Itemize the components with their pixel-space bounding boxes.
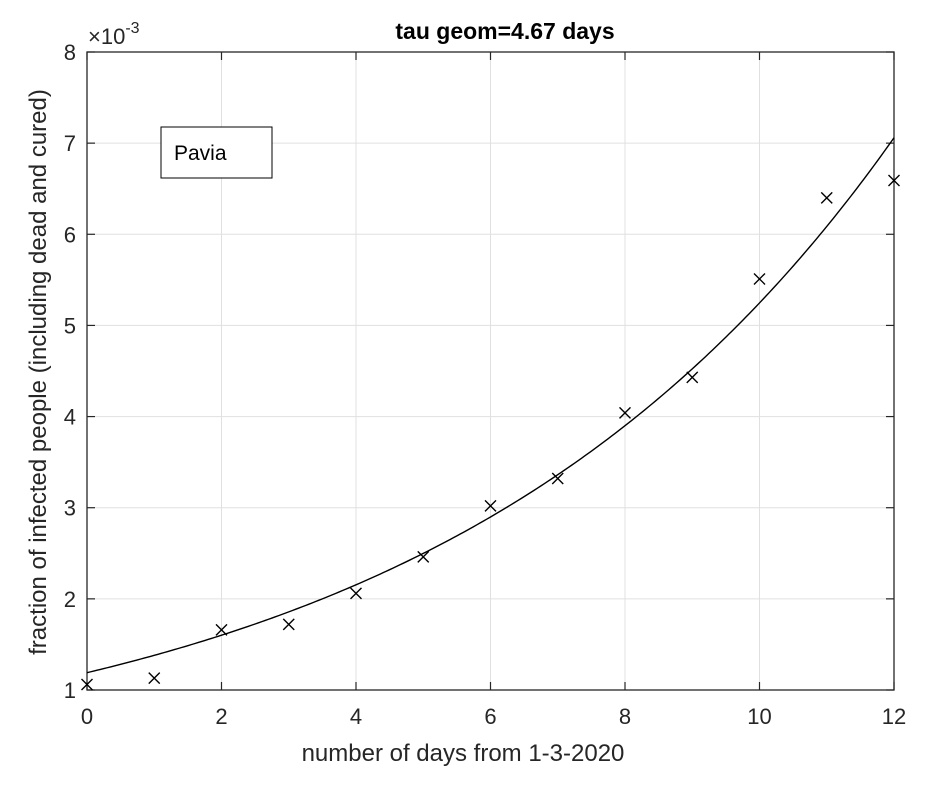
x-tick-label: 10 (747, 704, 771, 729)
y-axis-label: fraction of infected people (including d… (25, 89, 52, 655)
x-axis-label: number of days from 1-3-2020 (302, 740, 625, 767)
y-tick-label: 2 (64, 587, 76, 612)
data-point-marker (484, 499, 497, 512)
data-point-marker (753, 272, 766, 285)
x-tick-label: 4 (350, 704, 362, 729)
y-tick-label: 3 (64, 496, 76, 521)
legend-box (160, 126, 273, 179)
x-tick-label: 8 (619, 704, 631, 729)
data-point-marker (551, 472, 564, 485)
x-tick-label: 12 (882, 704, 906, 729)
data-point-marker (619, 406, 631, 419)
data-point-marker (148, 672, 161, 685)
data-point-marker (820, 191, 833, 204)
x-tick-label: 0 (81, 704, 93, 729)
y-axis-exponent-power: -3 (125, 20, 139, 37)
fit-curve-group (86, 137, 895, 674)
data-point-marker (686, 371, 699, 384)
data-point-marker (417, 550, 430, 563)
y-tick-label: 1 (64, 678, 76, 703)
x-tick-label: 2 (215, 704, 227, 729)
legend-entry-pavia: Pavia (174, 142, 227, 165)
data-point-marker (81, 678, 93, 691)
chart-title: tau geom=4.67 days (395, 18, 614, 44)
data-markers-group (81, 174, 900, 691)
data-point-marker (350, 587, 362, 600)
fit-curve (86, 137, 895, 674)
y-tick-label: 4 (64, 405, 76, 430)
axis-ticks (86, 51, 895, 691)
legend: Pavia (160, 126, 273, 179)
y-tick-label: 6 (64, 222, 76, 247)
data-point-marker (215, 623, 228, 636)
y-tick-label: 5 (64, 313, 76, 338)
data-point-marker (282, 618, 295, 631)
y-tick-label: 7 (64, 131, 76, 156)
y-axis-exponent-base: ×10 (88, 24, 125, 49)
x-tick-label: 6 (484, 704, 496, 729)
data-point-marker (888, 174, 900, 187)
y-tick-label: 8 (64, 40, 76, 65)
grid-lines (86, 51, 895, 691)
y-axis-exponent-label: ×10-3 (88, 20, 140, 49)
